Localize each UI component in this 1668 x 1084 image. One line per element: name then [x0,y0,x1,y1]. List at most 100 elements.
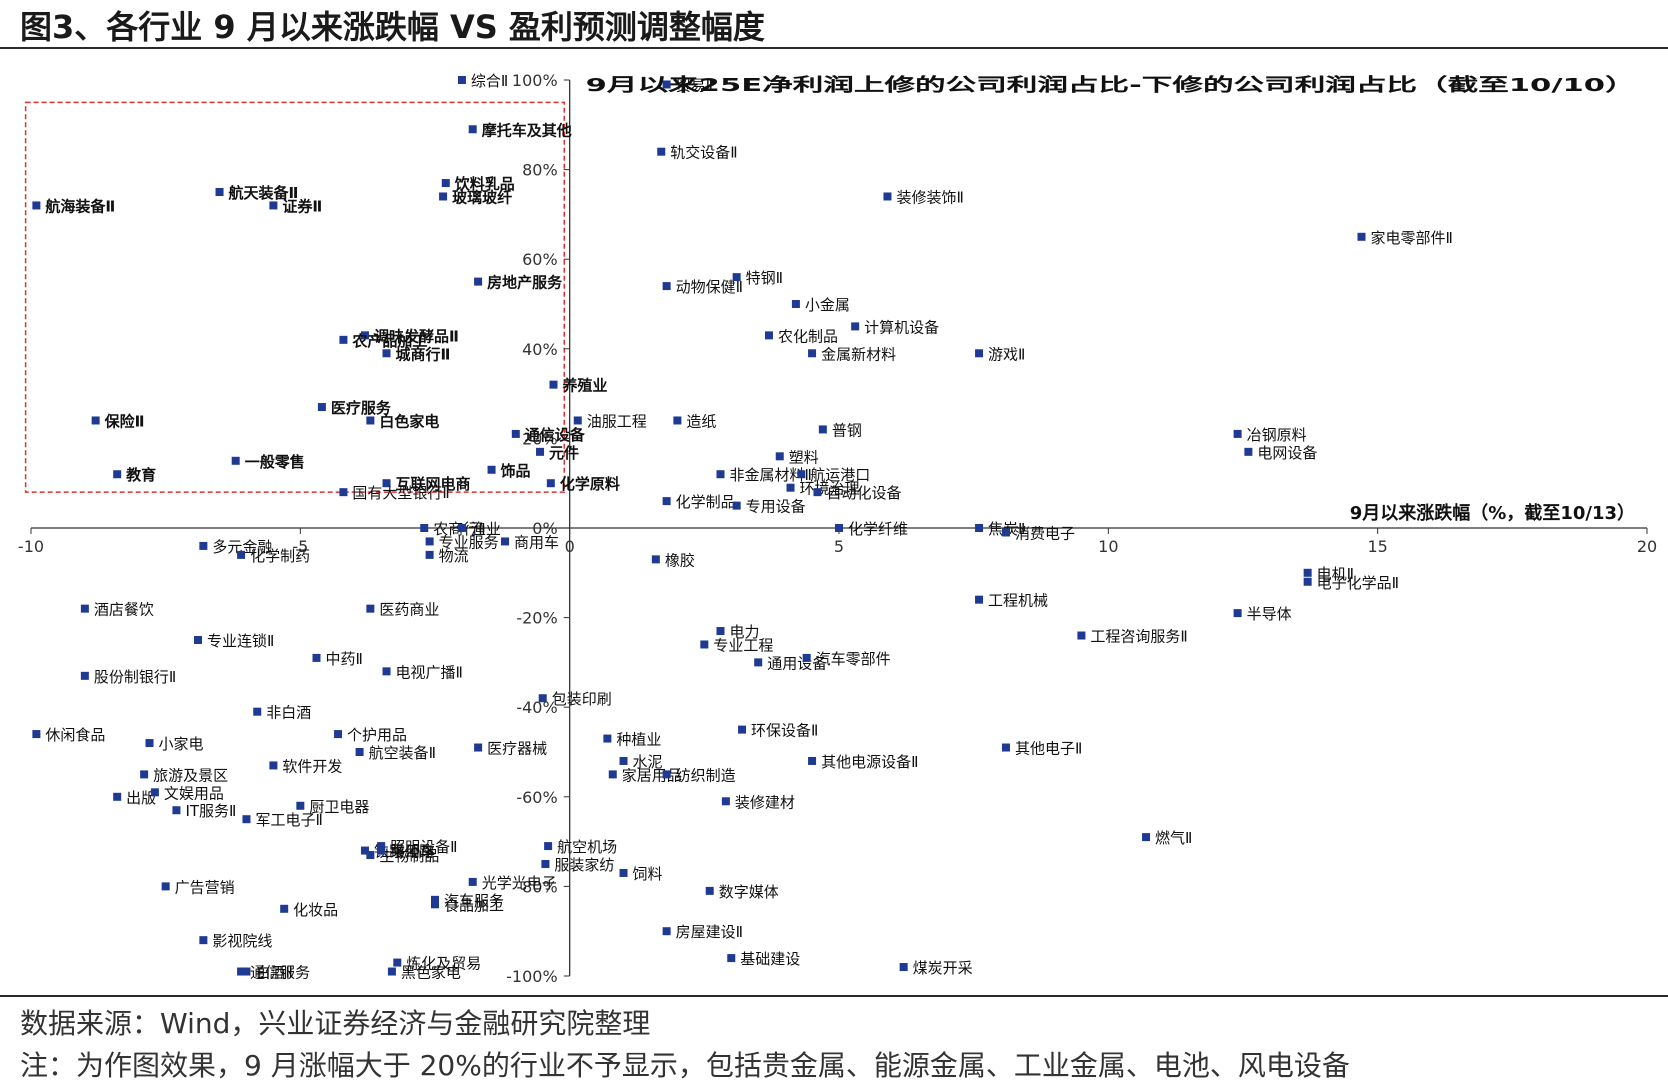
point-label: 中药Ⅱ [325,650,362,668]
data-point [538,694,547,703]
point-label: 调味发酵品Ⅱ [374,327,459,345]
point-label: 环保设备Ⅱ [751,722,818,740]
point-label: 化学制药 [250,547,310,565]
data-point [457,524,466,532]
point-label: 金属新材料 [821,345,896,363]
title-rule [0,47,1668,49]
data-point [312,653,321,662]
data-point [1233,609,1242,618]
data-point [360,331,369,340]
point-label: 航空装备Ⅱ [369,744,436,762]
point-label: 汽车零部件 [816,650,891,668]
data-point [425,537,434,546]
point-label: 软件开发 [282,757,342,775]
point-label: 食品加工 [444,896,504,914]
data-point [474,277,483,286]
data-point [1303,568,1312,577]
point-label: 装修建材 [735,793,795,811]
data-point [544,842,553,851]
point-label: 国有大型银行Ⅱ [352,484,449,502]
point-label: 军工电子Ⅱ [255,811,322,829]
data-point [732,501,741,510]
data-point [1233,429,1242,438]
data-point [420,524,429,532]
data-point [199,541,208,550]
point-label: 医药商业 [379,601,439,619]
data-point [80,604,89,613]
data-point [237,967,246,976]
point-label: 互联网电商 [396,475,471,493]
point-label: 小家电 [159,735,204,753]
point-label: 乘用车 [390,843,435,861]
data-point [150,788,159,797]
point-label: 工程机械 [988,592,1048,610]
point-label: 旅游及景区 [153,766,228,784]
data-point [237,550,246,559]
point-label: 医疗器械 [487,740,547,758]
y-tick-label: 60% [522,250,558,269]
data-point [193,636,202,644]
point-label: 饮料乳品 [454,175,515,193]
data-point [199,936,208,945]
data-point [377,842,386,851]
data-point [754,658,763,667]
data-point [468,125,477,134]
point-label: 专业服务 [439,533,499,551]
point-label: 广告营销 [175,878,235,896]
data-point [441,179,450,188]
x-axis-title: 9月以来涨跌幅（%，截至10/13） [1350,502,1635,524]
data-point [721,797,730,806]
point-label: 饲料 [633,865,663,883]
data-point [1001,528,1010,537]
point-label: 电视广播Ⅱ [396,663,463,681]
point-label: 专业工程 [713,636,773,654]
data-point [113,792,122,801]
point-label: 物流 [439,547,469,565]
data-point [474,743,483,752]
point-label: 航空机场 [557,838,617,856]
y-tick-label: 40% [522,340,558,359]
data-point [501,537,510,546]
point-label: 房地产服务 [487,274,563,292]
data-point [231,456,240,465]
data-point [172,806,181,815]
point-label: 文娱用品 [164,784,224,802]
data-point [145,739,154,748]
point-label: 塑料 [789,448,819,466]
point-label: 玻璃玻纤 [452,188,512,206]
point-label: 一般零售 [245,453,305,471]
data-point [1142,833,1151,842]
data-point [673,416,682,425]
data-point [425,550,434,559]
data-point [802,653,811,662]
x-tick-label: 20 [1637,537,1657,556]
point-label: 橡胶 [665,551,695,569]
data-point [662,770,671,779]
data-point [975,524,984,532]
point-label: 个护用品 [347,726,407,744]
point-label: 冶钢原料 [1247,426,1307,444]
point-label: 渔业 [471,520,501,538]
point-label: 航海装备Ⅱ [45,197,115,215]
data-point [662,497,671,506]
footnote: 注：为作图效果，9 月涨幅大于 20%的行业不予显示，包括贵金属、能源金属、工业… [20,1049,1350,1082]
data-point [1357,232,1366,241]
y-tick-label: 20% [522,429,558,448]
data-point [546,479,555,488]
point-label: 动物保健Ⅱ [676,278,743,296]
data-point [140,770,149,779]
x-tick-label: -5 [292,537,308,556]
scatter-chart: -10 -5 0 5 10 15 20 -100% -80% -60% -40% -20% 0% 20% 4… [18,71,1657,986]
point-label: 电子化学品Ⅱ [1317,574,1399,592]
data-point [791,300,800,308]
point-label: 出版 [126,789,156,807]
point-label: 水泥 [633,753,663,771]
point-label: 商用车 [514,533,559,551]
point-label: 光学光电子 [482,874,557,892]
point-label: 特钢Ⅱ [746,269,783,287]
data-point [113,470,122,479]
data-point [657,147,666,156]
point-label: 化妆品 [293,901,338,919]
data-point [468,877,477,886]
data-point [662,927,671,936]
